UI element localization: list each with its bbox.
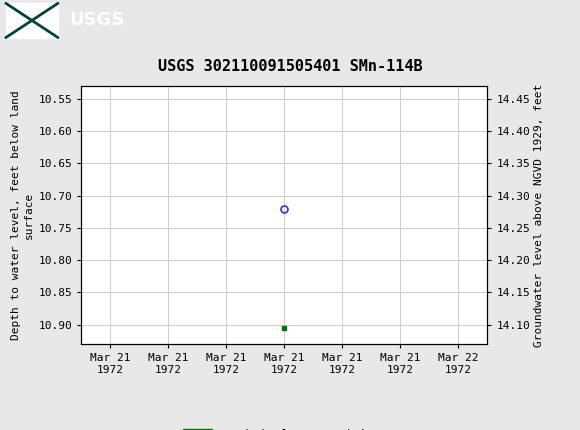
- Text: USGS 302110091505401 SMn-114B: USGS 302110091505401 SMn-114B: [158, 59, 422, 74]
- Bar: [6, 3, 58, 37]
- Text: USGS: USGS: [70, 12, 125, 29]
- Legend: Period of approved data: Period of approved data: [178, 424, 390, 430]
- Y-axis label: Depth to water level, feet below land
surface: Depth to water level, feet below land su…: [11, 90, 34, 340]
- Y-axis label: Groundwater level above NGVD 1929, feet: Groundwater level above NGVD 1929, feet: [534, 83, 544, 347]
